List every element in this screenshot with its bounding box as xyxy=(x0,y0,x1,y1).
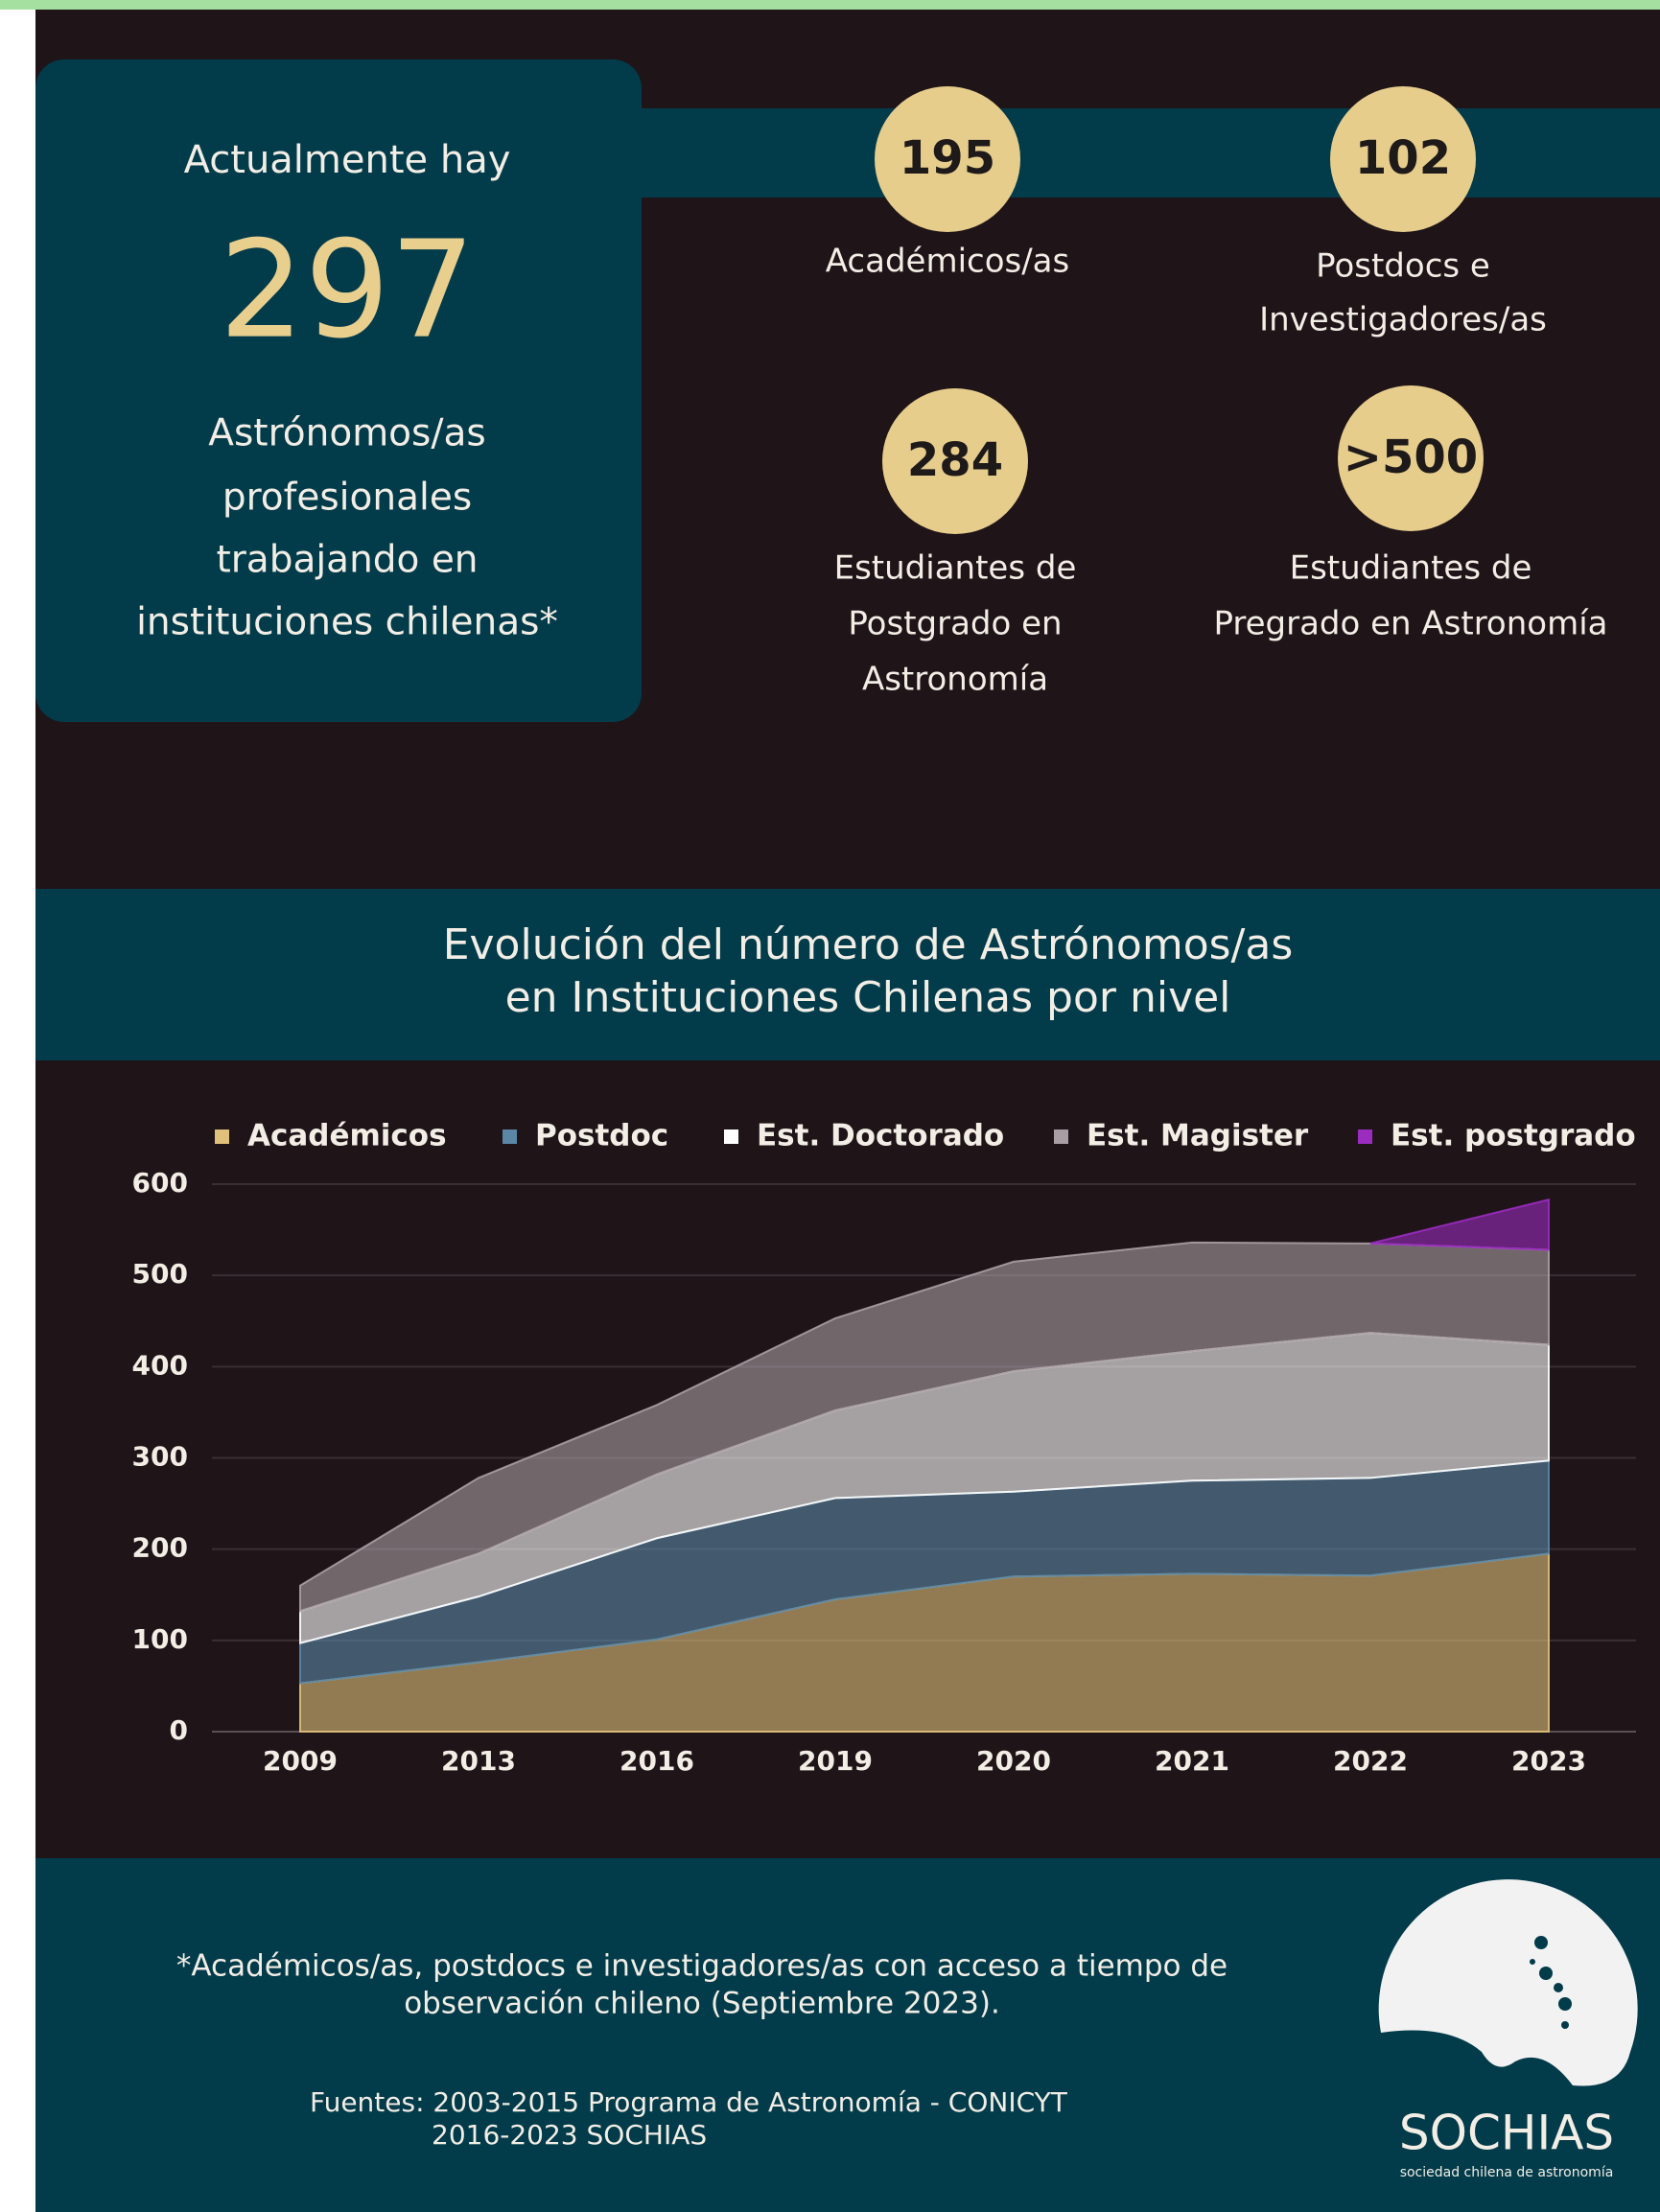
stat-circle xyxy=(1330,86,1476,232)
stat-label: Postgrado en xyxy=(848,605,1062,643)
x-tick-label: 2020 xyxy=(976,1745,1051,1777)
legend-label: Académicos xyxy=(247,1119,447,1153)
intro-text: trabajando en xyxy=(216,539,478,582)
logo-dot xyxy=(1539,1967,1553,1980)
sources: Fuentes: 2003-2015 Programa de Astronomí… xyxy=(310,2086,1068,2118)
logo-dot xyxy=(1558,1997,1572,2011)
top-strip xyxy=(0,0,1660,10)
legend-swatch xyxy=(724,1129,738,1144)
stat-label: Estudiantes de xyxy=(834,549,1077,588)
stat-value: 102 xyxy=(1355,131,1451,185)
stat-circle xyxy=(875,86,1020,232)
stats-band xyxy=(642,108,1660,198)
y-tick-label: 200 xyxy=(132,1532,188,1564)
stat-label: Estudiantes de xyxy=(1290,549,1532,588)
logo-dot xyxy=(1554,1983,1563,1992)
logo-shape xyxy=(1378,1879,1638,2086)
legend-label: Postdoc xyxy=(535,1119,668,1153)
logo-tagline: sociedad chilena de astronomía xyxy=(1400,2165,1614,2180)
area xyxy=(1369,1198,1550,1251)
intro-card xyxy=(35,59,642,722)
stat-value: 284 xyxy=(907,433,1003,487)
stat-circle xyxy=(1338,385,1484,531)
x-tick-label: 2022 xyxy=(1333,1745,1408,1777)
intro-lead: Actualmente hay xyxy=(184,138,511,182)
y-tick-label: 500 xyxy=(132,1258,188,1290)
intro-total: 297 xyxy=(219,213,475,369)
x-tick-label: 2016 xyxy=(620,1745,694,1777)
y-tick-label: 600 xyxy=(132,1167,188,1199)
y-tick-label: 100 xyxy=(132,1623,188,1655)
stat-circle xyxy=(882,388,1028,534)
intro-text: profesionales xyxy=(222,477,472,520)
area xyxy=(299,1241,1550,1613)
legend-swatch xyxy=(215,1129,229,1144)
x-tick-label: 2009 xyxy=(263,1745,338,1777)
stat-value: >500 xyxy=(1344,431,1478,484)
footer-band xyxy=(35,1858,1660,2212)
chart-title: Evolución del número de Astrónomos/as xyxy=(443,920,1294,969)
legend-label: Est. Doctorado xyxy=(757,1119,1004,1153)
legend-swatch xyxy=(1054,1129,1068,1144)
stat-label: Pregrado en Astronomía xyxy=(1213,605,1607,643)
chart-title: en Instituciones Chilenas por nivel xyxy=(505,973,1231,1022)
legend-label: Est. Magister xyxy=(1087,1119,1309,1153)
logo xyxy=(1378,1879,1638,2086)
stat-value: 195 xyxy=(900,131,995,185)
legend-swatch xyxy=(1358,1129,1372,1144)
intro-text: instituciones chilenas* xyxy=(136,601,558,644)
x-tick-label: 2023 xyxy=(1511,1745,1586,1777)
logo-text: SOCHIAS xyxy=(1399,2106,1614,2161)
y-tick-label: 300 xyxy=(132,1441,188,1473)
y-tick-label: 400 xyxy=(132,1349,188,1381)
legend-swatch xyxy=(503,1129,517,1144)
left-margin xyxy=(0,0,35,2212)
x-tick-label: 2021 xyxy=(1155,1745,1229,1777)
logo-dot xyxy=(1534,1936,1548,1949)
stat-label: Académicos/as xyxy=(826,243,1069,281)
x-tick-label: 2013 xyxy=(441,1745,516,1777)
logo-dot xyxy=(1561,2021,1569,2029)
intro-text: Astrónomos/as xyxy=(208,412,485,455)
stat-label: Astronomía xyxy=(862,661,1048,699)
x-tick-label: 2019 xyxy=(798,1745,873,1777)
footnote: observación chileno (Septiembre 2023). xyxy=(404,1987,1000,2021)
stat-label: Investigadores/as xyxy=(1259,301,1547,339)
logo-dot xyxy=(1530,1959,1535,1965)
footnote: *Académicos/as, postdocs e investigadore… xyxy=(176,1949,1227,1984)
stat-label: Postdocs e xyxy=(1316,247,1490,286)
legend-label: Est. postgrado xyxy=(1391,1119,1636,1153)
title-band xyxy=(35,889,1660,1060)
y-tick-label: 0 xyxy=(170,1714,188,1746)
sources: 2016-2023 SOCHIAS xyxy=(432,2119,707,2151)
